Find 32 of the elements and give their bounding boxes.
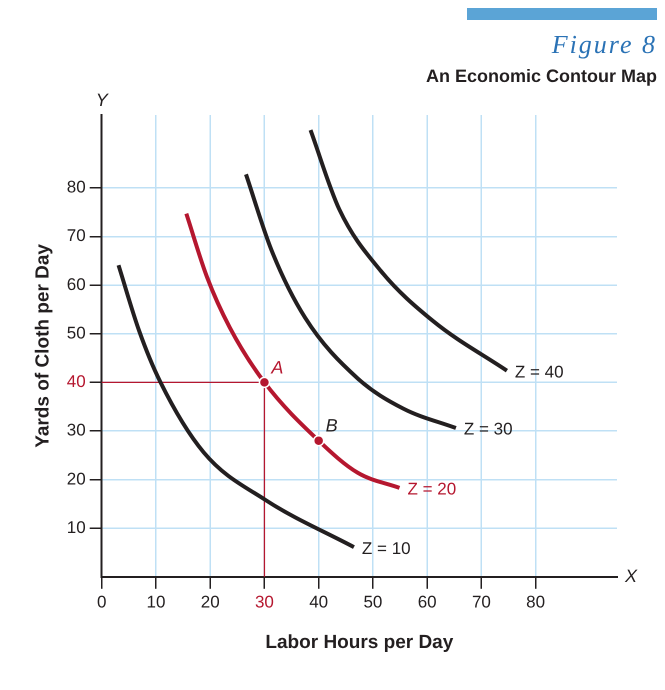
x-tick-label: 80	[526, 592, 546, 612]
series-label: Z = 40	[514, 362, 564, 382]
line-series	[308, 128, 509, 373]
x-tick-label: 60	[418, 592, 437, 612]
line-series	[116, 263, 356, 550]
y-tick-label: 80	[66, 178, 86, 197]
chart-subtitle: An Economic Contour Map	[425, 66, 657, 87]
y-tick-label: 40	[66, 372, 86, 392]
x-axis-title: Labor Hours per Day	[265, 632, 454, 653]
y-tick-label: 70	[66, 226, 86, 246]
y-tick-label: 20	[66, 469, 86, 488]
x-tick-label: 0	[96, 592, 106, 612]
series-label: Z = 10	[362, 538, 411, 558]
annotation: B	[326, 416, 338, 436]
x-tick-label: 40	[309, 592, 328, 612]
series-label: Z = 20	[407, 480, 456, 499]
y-tick-label: 60	[66, 274, 86, 294]
x-tick-label: 70	[472, 592, 491, 612]
text: X	[624, 566, 638, 586]
y-axis-title: Yards of Cloth per Day	[32, 244, 54, 448]
y-tick-label: 50	[66, 323, 86, 342]
text: Y	[96, 90, 110, 110]
annotation: A	[270, 357, 284, 378]
x-tick-label: 30	[254, 592, 274, 612]
series-label: Z = 30	[464, 420, 513, 439]
y-tick-label: 30	[66, 420, 86, 440]
x-tick-label: 20	[200, 592, 220, 612]
line-series	[244, 172, 458, 430]
x-tick-label: 50	[363, 592, 382, 612]
chart-title: Figure 8	[550, 30, 657, 60]
y-tick-label: 10	[66, 518, 86, 537]
x-tick-label: 10	[146, 592, 166, 612]
